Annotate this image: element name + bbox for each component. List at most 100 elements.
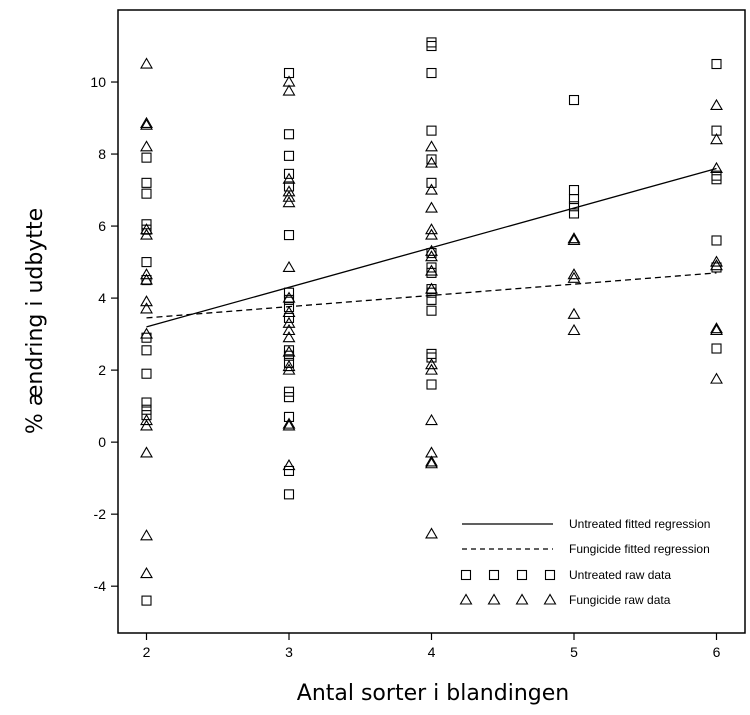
untreated-point	[141, 188, 152, 199]
untreated-point	[426, 305, 437, 316]
fungicide-point	[710, 161, 723, 174]
untreated-point	[141, 152, 152, 163]
untreated-point	[711, 174, 722, 185]
fungicide-point	[710, 259, 723, 271]
fungicide-point	[425, 140, 438, 152]
y-tick-label: -2	[94, 506, 107, 522]
y-axis-ticks: -4 -2 0 2 4 6 8 10	[90, 74, 118, 594]
fungicide-point	[567, 307, 581, 319]
legend-item: Fungicide raw data	[459, 593, 671, 607]
y-tick-label: -4	[94, 578, 107, 594]
untreated-point	[283, 129, 295, 140]
fungicide-point	[140, 268, 153, 280]
legend-label: Fungicide raw data	[569, 593, 671, 607]
untreated-point	[141, 257, 152, 268]
legend-triangle-marker	[515, 593, 529, 605]
untreated-point	[426, 267, 437, 278]
untreated-point	[426, 348, 437, 359]
fungicide-point	[567, 232, 581, 244]
fungicide-point	[282, 458, 296, 471]
legend-square-marker	[460, 569, 472, 581]
fungicide-point	[140, 228, 153, 240]
untreated-point	[283, 386, 295, 397]
fungicide-point	[282, 417, 296, 429]
fungicide-point	[425, 527, 438, 539]
fungicide-point	[567, 268, 581, 280]
fungicide-point	[425, 244, 438, 256]
untreated-point	[141, 368, 152, 379]
fungicide-point	[140, 295, 153, 307]
fungicide-point	[282, 316, 296, 328]
untreated-point	[426, 67, 437, 79]
untreated-point	[283, 312, 295, 323]
untreated-point	[283, 392, 295, 403]
untreated-point	[426, 177, 437, 188]
untreated-point	[568, 201, 580, 212]
fungicide-point	[425, 201, 438, 213]
fungicide-point	[140, 413, 153, 426]
legend-triangle-marker	[543, 593, 557, 605]
untreated-regression-line	[146, 167, 717, 328]
legend-label: Untreated raw data	[569, 568, 671, 582]
fungicide-point	[282, 185, 296, 197]
y-tick-label: 0	[98, 434, 106, 450]
untreated-point	[568, 208, 580, 219]
fungicide-point	[282, 419, 296, 431]
untreated-point	[141, 595, 152, 606]
fungicide-point	[425, 156, 438, 168]
fungicide-point	[710, 255, 723, 267]
untreated-point	[426, 37, 437, 48]
fungicide-point	[282, 196, 296, 208]
untreated-point	[283, 230, 295, 241]
fungicide-point	[140, 57, 153, 69]
untreated-point	[426, 352, 437, 363]
untreated-point	[283, 287, 295, 298]
fungicide-point	[282, 190, 296, 202]
legend-square-marker	[544, 569, 556, 581]
fungicide-point	[140, 327, 153, 339]
fungicide-point	[282, 359, 296, 372]
y-tick-label: 8	[98, 146, 106, 162]
fungicide-point	[710, 133, 723, 145]
untreated-point	[283, 465, 295, 476]
untreated-point	[283, 168, 295, 179]
fungicide-point	[425, 413, 438, 426]
fungicide-point	[425, 282, 438, 294]
fungicide-point	[567, 323, 581, 336]
fungicide-point	[140, 116, 153, 128]
x-tick-label: 6	[713, 644, 721, 660]
fungicide-point	[140, 566, 153, 579]
untreated-point	[568, 185, 580, 196]
untreated-point	[283, 489, 295, 500]
fungicide-point	[567, 233, 581, 246]
fungicide-point	[425, 183, 438, 195]
x-tick-label: 5	[570, 644, 578, 660]
fungicide-point	[140, 529, 153, 541]
y-tick-label: 2	[98, 362, 106, 378]
y-tick-label: 10	[90, 74, 106, 90]
legend-triangle-marker	[487, 593, 501, 605]
fungicide-point	[140, 419, 153, 431]
fungicide-point	[425, 363, 438, 375]
fungicide-point	[140, 118, 153, 130]
fungicide-point	[710, 323, 723, 336]
fungicide-point	[710, 372, 723, 384]
fungicide-point	[425, 228, 438, 240]
fungicide-point	[140, 446, 153, 458]
untreated-point	[711, 58, 722, 70]
fungicide-point	[140, 273, 153, 285]
fungicide-point	[425, 223, 438, 235]
fungicide-point	[140, 223, 153, 235]
plot-frame	[117, 9, 746, 634]
fungicide-point	[282, 260, 296, 273]
legend-item: Untreated raw data	[460, 568, 671, 582]
legend-label: Untreated fitted regression	[569, 517, 710, 531]
untreated-point	[426, 40, 437, 52]
fungicide-point	[425, 455, 438, 467]
x-axis-ticks: 2 3 4 5 6	[143, 633, 721, 660]
regression-lines	[146, 167, 717, 328]
fungicide-point	[282, 331, 296, 343]
untreated-point	[283, 150, 295, 161]
fungicide-point	[425, 457, 438, 469]
fungicide-point	[282, 363, 296, 375]
